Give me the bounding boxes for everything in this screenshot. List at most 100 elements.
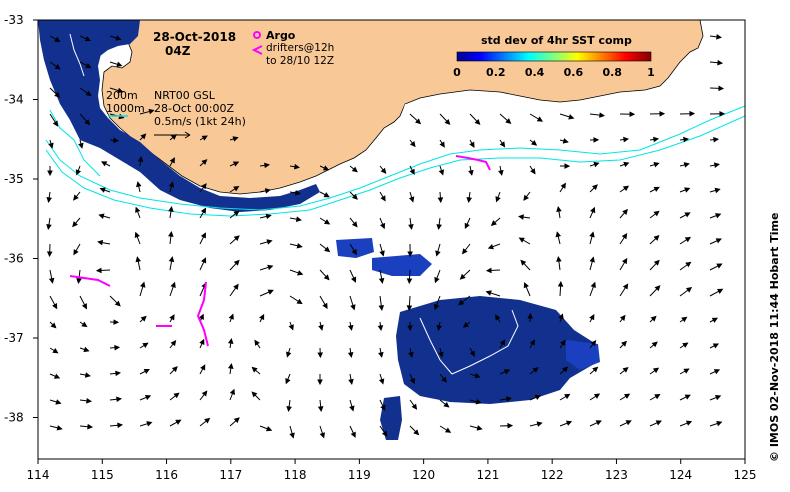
current-arrow-head xyxy=(441,376,447,383)
current-arrow-head xyxy=(81,321,88,328)
current-arrow-head xyxy=(469,350,475,357)
current-arrow-head xyxy=(713,136,720,143)
current-arrow-head xyxy=(170,281,176,288)
current-arrow-head xyxy=(229,388,235,395)
current-arrow-head xyxy=(653,210,660,217)
current-arrow-head xyxy=(171,366,178,373)
current-arrow-head xyxy=(135,256,142,263)
current-arrow-head xyxy=(378,378,385,385)
current-arrow-head xyxy=(409,141,416,148)
current-arrow-head xyxy=(73,249,79,256)
current-vectors xyxy=(46,34,726,439)
current-arrow-head xyxy=(622,185,630,192)
current-arrow-head xyxy=(592,366,599,373)
current-arrow-head xyxy=(135,206,141,213)
current-arrow-head xyxy=(114,344,121,351)
sst-patch-south xyxy=(380,396,402,440)
credit-text: © IMOS 02-Nov-2018 11:44 Hobart Time xyxy=(768,213,781,462)
current-arrow-head xyxy=(562,138,569,144)
current-arrow-head xyxy=(589,313,595,321)
x-tick-label: 115 xyxy=(91,468,114,482)
current-arrow-head xyxy=(560,339,566,346)
current-arrow-head xyxy=(714,394,722,401)
current-arrow-head xyxy=(259,313,265,321)
current-arrow-head xyxy=(495,314,501,321)
current-arrow-head xyxy=(55,399,62,405)
current-arrow-head xyxy=(143,368,150,375)
current-arrow-head xyxy=(568,114,575,120)
current-arrow-head xyxy=(168,230,174,237)
x-tick-label: 122 xyxy=(541,468,564,482)
current-arrow-head xyxy=(351,193,358,200)
current-arrow-head xyxy=(717,288,724,294)
time-label: 04Z xyxy=(165,44,191,58)
current-arrow-head xyxy=(623,136,630,143)
current-arrow-head xyxy=(621,233,628,240)
current-arrow-head xyxy=(590,206,596,214)
current-arrow-head xyxy=(622,367,629,373)
current-arrow-head xyxy=(599,112,606,118)
current-arrow-head xyxy=(434,276,440,284)
x-tick-label: 116 xyxy=(155,468,178,482)
current-arrow-head xyxy=(459,273,466,280)
current-arrow-head xyxy=(114,300,121,307)
sst-patch-mid xyxy=(372,254,432,276)
current-arrow-head xyxy=(625,420,632,426)
current-arrow-head xyxy=(201,183,207,190)
current-arrow-head xyxy=(716,420,723,427)
current-arrow-head xyxy=(48,142,54,149)
current-arrow-head xyxy=(684,236,691,243)
current-arrow-head xyxy=(719,111,726,117)
current-arrow-head xyxy=(714,187,721,194)
current-arrow-head xyxy=(654,285,661,292)
current-arrow-head xyxy=(379,250,385,257)
current-arrow-head xyxy=(116,61,123,67)
drifter-marker-icon xyxy=(251,45,263,55)
current-arrow-head xyxy=(407,325,413,332)
current-arrow-head xyxy=(532,367,539,373)
current-arrow-head xyxy=(408,351,414,358)
current-arrow-head xyxy=(499,339,506,346)
current-arrow-head xyxy=(527,312,533,319)
sst-patch-small-west xyxy=(336,238,374,258)
current-arrow-head xyxy=(564,393,571,400)
y-tick-label: -35 xyxy=(4,172,24,186)
current-arrow-head xyxy=(593,137,600,143)
current-arrow-head xyxy=(589,231,595,238)
current-arrow-head xyxy=(75,169,82,176)
drifter-track-1 xyxy=(455,155,491,171)
current-arrow-head xyxy=(322,165,330,171)
current-arrow-head xyxy=(623,161,630,168)
current-arrow-head xyxy=(378,277,385,284)
current-arrow-head xyxy=(233,186,240,192)
current-arrow-head xyxy=(233,210,240,217)
current-arrow-head xyxy=(621,257,628,265)
sst-contour-2 xyxy=(69,33,85,77)
current-arrow-head xyxy=(323,274,330,281)
current-arrow-head xyxy=(232,136,239,142)
current-arrow-head xyxy=(200,232,206,239)
coastal-mask xyxy=(400,90,700,136)
current-arrow-head xyxy=(653,136,660,143)
current-arrow-head xyxy=(297,270,304,276)
current-arrow-head xyxy=(233,417,240,424)
current-arrow-head xyxy=(265,213,272,220)
current-arrow-head xyxy=(409,377,415,385)
current-arrow-head xyxy=(495,196,501,203)
current-arrow-head xyxy=(505,118,512,124)
current-arrow-head xyxy=(380,404,386,411)
current-arrow-head xyxy=(684,212,691,218)
drifters-label-1: drifters@12h xyxy=(266,42,334,54)
current-arrow-head xyxy=(406,278,413,285)
current-arrow-head xyxy=(199,338,205,346)
current-arrow-head xyxy=(116,396,123,403)
current-arrow-head xyxy=(715,238,722,244)
current-arrow-head xyxy=(349,405,355,412)
current-arrow-head xyxy=(464,222,470,229)
current-arrow-head xyxy=(555,231,562,238)
colorbar-tick-label: 1 xyxy=(647,66,655,79)
current-arrow-head xyxy=(520,259,527,266)
current-arrow-head xyxy=(653,186,660,192)
current-arrow-head xyxy=(683,162,690,168)
current-arrow-head xyxy=(378,351,384,358)
